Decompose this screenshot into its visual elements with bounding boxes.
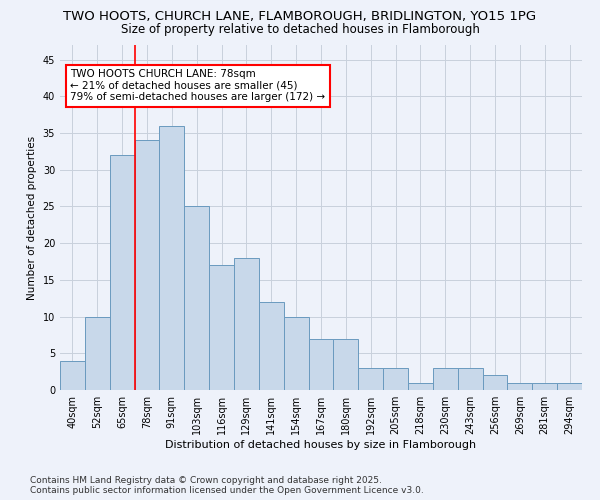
Text: Size of property relative to detached houses in Flamborough: Size of property relative to detached ho… [121,22,479,36]
Bar [408,382,433,390]
Bar [234,258,259,390]
Bar [209,265,234,390]
Bar [532,382,557,390]
Bar [184,206,209,390]
Bar [259,302,284,390]
Bar [160,126,184,390]
Bar [334,338,358,390]
Text: Contains HM Land Registry data © Crown copyright and database right 2025.
Contai: Contains HM Land Registry data © Crown c… [30,476,424,495]
Y-axis label: Number of detached properties: Number of detached properties [27,136,37,300]
Bar [110,155,134,390]
Bar [308,338,334,390]
Bar [482,376,508,390]
Bar [284,316,308,390]
Bar [383,368,408,390]
Bar [134,140,160,390]
Bar [433,368,458,390]
Bar [458,368,482,390]
Bar [60,360,85,390]
Bar [85,316,110,390]
X-axis label: Distribution of detached houses by size in Flamborough: Distribution of detached houses by size … [166,440,476,450]
Text: TWO HOOTS CHURCH LANE: 78sqm
← 21% of detached houses are smaller (45)
79% of se: TWO HOOTS CHURCH LANE: 78sqm ← 21% of de… [70,69,326,102]
Bar [557,382,582,390]
Bar [358,368,383,390]
Bar [508,382,532,390]
Text: TWO HOOTS, CHURCH LANE, FLAMBOROUGH, BRIDLINGTON, YO15 1PG: TWO HOOTS, CHURCH LANE, FLAMBOROUGH, BRI… [64,10,536,23]
